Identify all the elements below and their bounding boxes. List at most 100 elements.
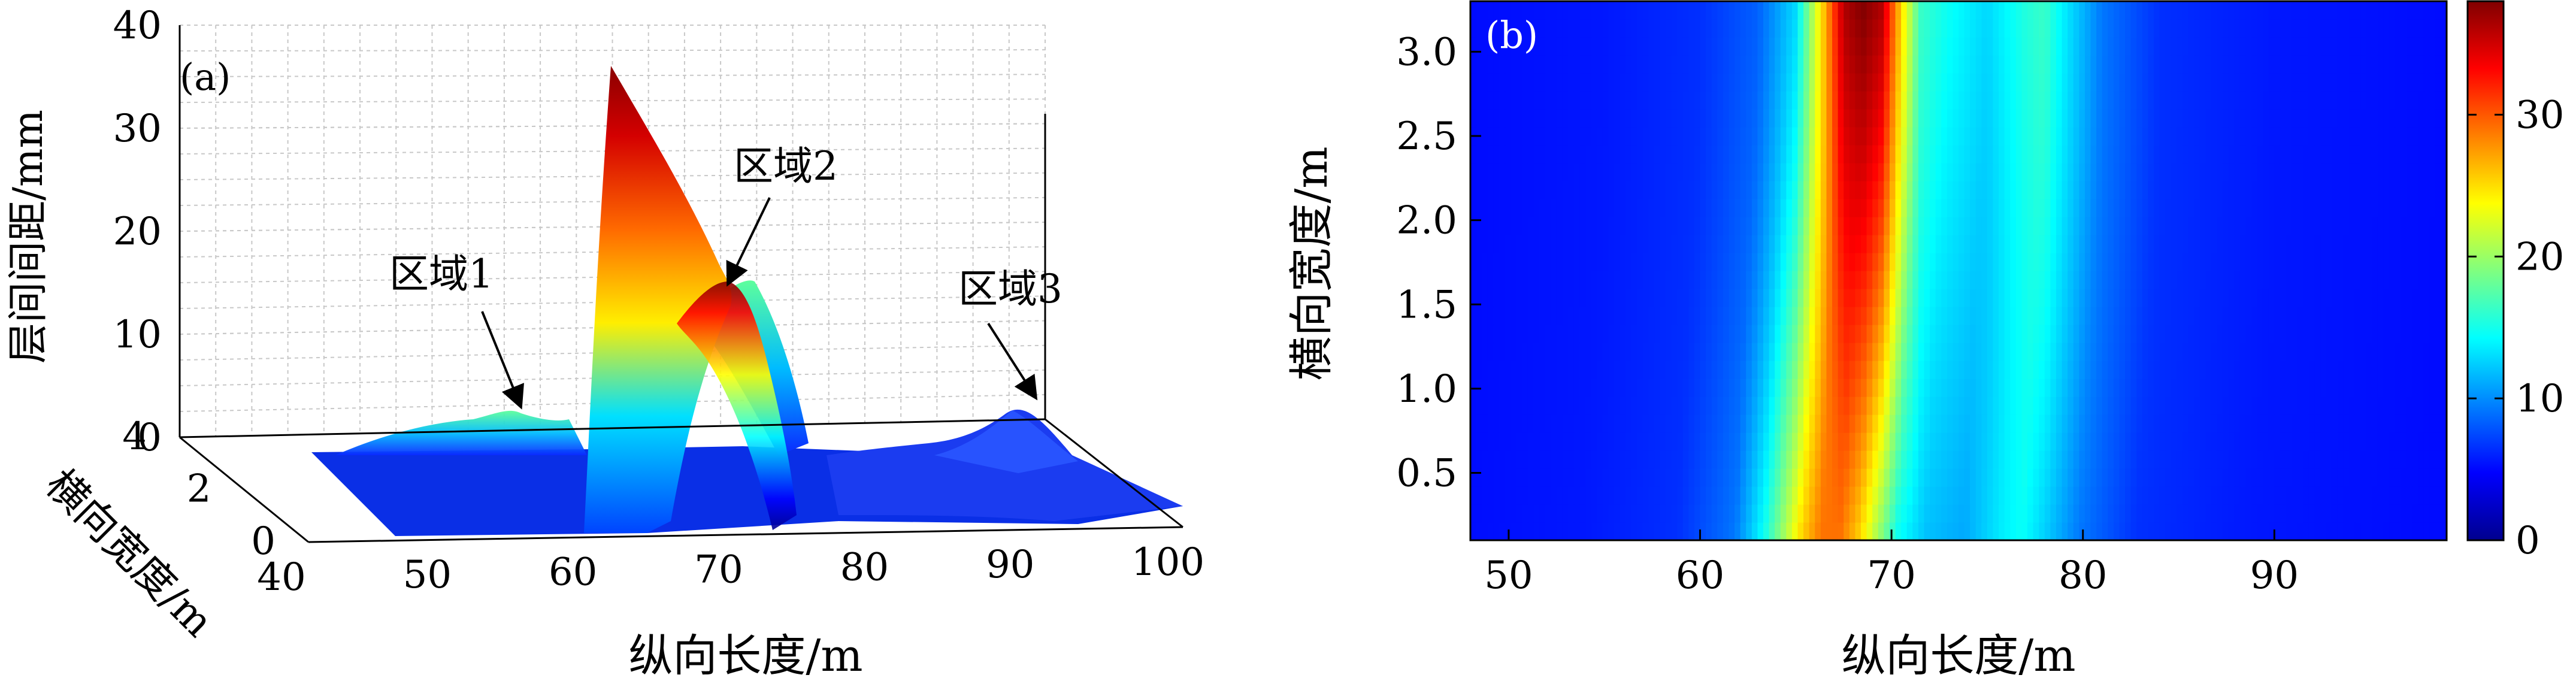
- heatmap-cell: [1596, 343, 1603, 361]
- heatmap-cell: [1878, 504, 1884, 523]
- heatmap-cell: [2423, 235, 2430, 253]
- heatmap-cell: [2401, 181, 2407, 199]
- heatmap-cell: [2366, 450, 2372, 469]
- heatmap-cell: [1970, 325, 1976, 343]
- heatmap-cell: [1660, 522, 1666, 541]
- heatmap-cell: [2084, 91, 2091, 110]
- heatmap-cell: [1723, 468, 1730, 487]
- heatmap-cell: [2383, 127, 2390, 146]
- heatmap-cell: [1487, 253, 1494, 271]
- heatmap-cell: [1775, 199, 1781, 217]
- heatmap-cell: [1838, 468, 1844, 487]
- heatmap-cell: [2102, 127, 2108, 146]
- heatmap-cell: [1723, 127, 1730, 146]
- heatmap-cell: [1470, 289, 1477, 307]
- heatmap-cell: [1539, 432, 1546, 451]
- heatmap-cell: [1884, 37, 1890, 56]
- heatmap-cell: [2182, 127, 2189, 146]
- heatmap-cell: [2102, 432, 2108, 451]
- heatmap-cell: [2435, 361, 2442, 379]
- heatmap-cell: [2412, 91, 2418, 110]
- heatmap-cell: [2119, 379, 2126, 397]
- z-tick-label: 30: [113, 107, 162, 151]
- heatmap-cell: [1677, 325, 1684, 343]
- heatmap-cell: [2337, 361, 2344, 379]
- heatmap-cell: [2268, 307, 2275, 325]
- heatmap-cell: [2090, 414, 2097, 433]
- heatmap-cell: [1866, 145, 1873, 164]
- heatmap-cell: [1981, 55, 1988, 74]
- heatmap-cell: [1872, 379, 1879, 397]
- heatmap-cell: [1970, 397, 1976, 415]
- heatmap-cell: [1838, 397, 1844, 415]
- heatmap-cell: [1751, 37, 1758, 56]
- heatmap-cell: [1527, 109, 1534, 128]
- heatmap-cell: [1499, 145, 1506, 164]
- heatmap-cell: [2320, 522, 2327, 541]
- heatmap-cell: [1815, 504, 1821, 523]
- heatmap-cell: [1935, 37, 1942, 56]
- heatmap-cell: [2125, 127, 2132, 146]
- heatmap-cell: [2314, 271, 2321, 289]
- heatmap-cell: [2021, 289, 2028, 307]
- heatmap-cell: [2423, 450, 2430, 469]
- heatmap-cell: [1809, 127, 1815, 146]
- heatmap-cell: [2343, 253, 2350, 271]
- heatmap-cell: [1556, 235, 1563, 253]
- heatmap-cell: [1682, 109, 1689, 128]
- heatmap-cell: [1493, 55, 1500, 74]
- heatmap-cell: [1878, 397, 1884, 415]
- heatmap-cell: [2211, 307, 2218, 325]
- heatmap-cell: [2297, 37, 2303, 56]
- heatmap-cell: [1568, 199, 1575, 217]
- heatmap-cell: [1625, 19, 1632, 38]
- heatmap-cell: [1516, 307, 1522, 325]
- heatmap-cell: [1889, 217, 1896, 235]
- heatmap-cell: [1884, 307, 1890, 325]
- heatmap-cell: [1527, 271, 1534, 289]
- heatmap-cell: [2154, 432, 2160, 451]
- heatmap-cell: [2239, 145, 2247, 164]
- heatmap-cell: [2423, 127, 2430, 146]
- heatmap-cell: [1924, 19, 1930, 38]
- heatmap-cell: [2165, 19, 2172, 38]
- heatmap-cell: [2159, 432, 2166, 451]
- heatmap-cell: [2177, 235, 2183, 253]
- heatmap-cell: [2251, 109, 2258, 128]
- heatmap-cell: [1838, 235, 1844, 253]
- heatmap-cell: [2239, 522, 2247, 541]
- heatmap-cell: [2423, 379, 2430, 397]
- heatmap-cell: [1970, 199, 1976, 217]
- heatmap-cell: [1573, 73, 1580, 92]
- heatmap-cell: [2263, 361, 2269, 379]
- heatmap-cell: [2056, 91, 2063, 110]
- heatmap-cell: [2211, 343, 2218, 361]
- heatmap-cell: [1993, 361, 1999, 379]
- heatmap-cell: [1855, 91, 1861, 110]
- heatmap-cell: [1964, 325, 1970, 343]
- heatmap-cell: [1975, 181, 1982, 199]
- heatmap-cell: [2286, 486, 2292, 505]
- heatmap-cell: [2297, 181, 2303, 199]
- heatmap-cell: [1706, 91, 1712, 110]
- heatmap-cell: [2050, 73, 2057, 92]
- heatmap-cell: [2435, 163, 2442, 181]
- heatmap-cell: [2257, 504, 2263, 523]
- heatmap-cell: [2354, 343, 2361, 361]
- heatmap-cell: [2130, 19, 2137, 38]
- heatmap-cell: [2073, 325, 2079, 343]
- heatmap-cell: [1987, 414, 1994, 433]
- heatmap-cell: [2245, 199, 2252, 217]
- heatmap-cell: [1775, 181, 1781, 199]
- heatmap-cell: [1889, 73, 1896, 92]
- heatmap-cell: [1797, 289, 1804, 307]
- heatmap-cell: [1625, 55, 1632, 74]
- heatmap-cell: [1717, 450, 1724, 469]
- heatmap-cell: [2165, 145, 2172, 164]
- heatmap-cell: [2441, 163, 2447, 181]
- heatmap-cell: [1844, 271, 1850, 289]
- heatmap-cell: [2096, 504, 2103, 523]
- heatmap-cell: [2015, 397, 2023, 415]
- heatmap-cell: [1579, 37, 1586, 56]
- heatmap-cell: [1866, 486, 1873, 505]
